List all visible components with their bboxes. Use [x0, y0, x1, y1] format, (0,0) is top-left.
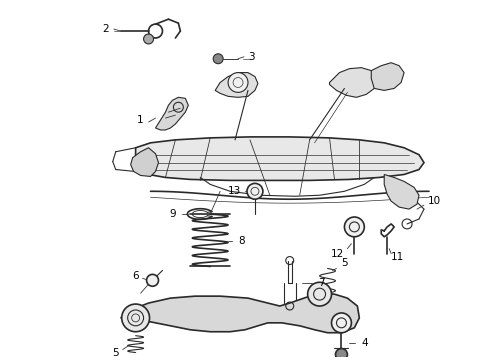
- Text: 11: 11: [391, 252, 404, 262]
- Text: 2: 2: [102, 24, 109, 34]
- Text: 9: 9: [169, 209, 176, 219]
- Text: 4: 4: [361, 338, 368, 348]
- Circle shape: [332, 313, 351, 333]
- Circle shape: [344, 217, 365, 237]
- Text: 6: 6: [132, 271, 139, 282]
- Text: 5: 5: [112, 347, 119, 357]
- Text: 5: 5: [341, 258, 348, 269]
- Text: 8: 8: [239, 236, 245, 246]
- Polygon shape: [121, 293, 359, 333]
- Polygon shape: [136, 137, 424, 180]
- Text: 1: 1: [137, 115, 144, 125]
- Text: 10: 10: [427, 196, 441, 206]
- Polygon shape: [155, 97, 188, 130]
- Polygon shape: [215, 73, 258, 97]
- Text: 12: 12: [331, 249, 344, 258]
- Circle shape: [228, 73, 248, 93]
- Polygon shape: [384, 175, 419, 209]
- Circle shape: [122, 304, 149, 332]
- Text: 3: 3: [248, 52, 255, 62]
- Circle shape: [213, 54, 223, 64]
- Polygon shape: [371, 63, 404, 90]
- Circle shape: [336, 348, 347, 360]
- Circle shape: [144, 34, 153, 44]
- Polygon shape: [131, 148, 158, 176]
- Text: 7: 7: [318, 278, 325, 288]
- Polygon shape: [329, 68, 377, 97]
- Circle shape: [247, 183, 263, 199]
- Circle shape: [308, 282, 332, 306]
- Text: 13: 13: [227, 186, 241, 196]
- Circle shape: [147, 274, 158, 286]
